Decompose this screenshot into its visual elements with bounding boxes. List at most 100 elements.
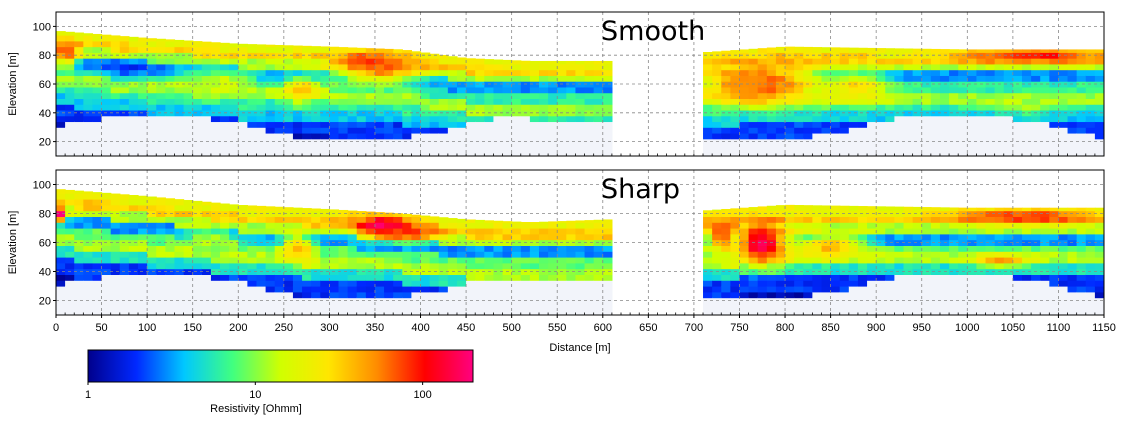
cell-1077 [566,239,577,246]
cell-1325 [785,286,795,293]
cell-1703 [967,297,978,304]
cell-773 [402,150,413,156]
cell-1352 [794,239,804,246]
cell-486 [265,251,276,258]
cell-1041 [548,251,558,258]
cell-830 [429,144,440,151]
cell-1933 [1067,150,1078,156]
cell-276 [165,204,176,212]
cell-1750 [985,245,996,252]
cell-1411 [821,228,832,235]
cell-1655 [930,109,941,117]
cell-1895 [1049,150,1060,156]
cell-1534 [885,286,895,293]
cell-565 [302,233,312,241]
cell-1286 [766,291,777,299]
cell-1296 [757,98,768,105]
cell-706 [365,98,376,105]
cell-1532 [867,52,877,59]
cell-1639 [921,92,932,99]
cell-1635 [930,251,941,258]
cell-1844 [1021,115,1032,123]
cell-156 [119,132,130,140]
cell-243 [156,115,166,123]
cell-1615 [921,257,932,264]
cell-1340 [775,63,786,71]
cell-2 [56,138,66,146]
cell-1431 [830,222,841,229]
cell-1849 [1021,86,1032,94]
cell-807 [420,222,431,229]
cell-336 [192,210,203,217]
cell-1324 [766,47,777,53]
cell-787 [411,233,422,241]
cell-407 [229,262,239,270]
cell-1097 [566,98,577,105]
cell-532 [283,86,294,94]
cell-1248 [730,50,741,53]
cell-1098 [566,92,577,99]
cell-1511 [876,309,886,315]
cell-1914 [1058,150,1069,156]
cell-1267 [739,49,750,53]
cell-296 [174,210,185,217]
cell-1999 [1094,98,1104,105]
cell-1196 [721,262,731,270]
cell-366 [210,121,221,128]
cell-1905 [1049,92,1060,99]
cell-309 [183,251,194,258]
cell-6 [56,115,66,123]
cell-517 [283,291,294,299]
cell-1693 [949,109,959,117]
cell-1752 [985,233,996,241]
cell-952 [493,150,504,156]
cell-800 [420,262,431,270]
cell-181 [128,268,139,275]
cell-1512 [857,58,868,65]
cell-1562 [894,233,905,241]
cell-1678 [949,222,959,229]
cell-1810 [1012,228,1023,235]
cell-941 [484,115,495,123]
cell-1468 [848,228,859,235]
cell-1893 [1040,52,1050,59]
cell-1220 [730,233,741,241]
cell-1177 [712,262,722,270]
cell-613 [329,286,340,293]
cell-1644 [921,63,932,71]
cell-1586 [903,206,914,212]
cell-817 [420,115,431,123]
cell-1792 [994,86,1005,94]
cell-1172 [602,60,613,65]
cell-1844 [1031,251,1041,258]
cell-1168 [703,210,713,212]
cell-1195 [712,132,722,140]
cell-871 [447,115,458,123]
cell-1881 [1049,257,1060,264]
cell-1790 [994,98,1005,105]
cell-585 [311,127,321,134]
cell-1731 [967,109,978,117]
cell-66 [83,150,94,156]
cell-584 [311,233,321,241]
cell-264 [165,115,176,123]
cell-1926 [1067,216,1078,223]
cell-1574 [894,138,905,146]
cell-1567 [894,206,905,212]
cell-716 [374,228,385,235]
cell-1740 [985,303,996,310]
cell-816 [420,121,431,128]
cell-283 [174,286,185,293]
cell-1048 [557,309,567,315]
cell-1624 [912,69,923,76]
cell-419 [229,46,239,53]
cell-1599 [903,104,914,111]
cell-1971 [1094,286,1104,293]
y-tick-label: 100 [33,180,51,192]
cell-1444 [839,257,850,264]
cell-1833 [1012,69,1023,76]
cell-164 [119,86,130,94]
cell-1014 [520,86,531,94]
cell-835 [438,262,449,270]
cell-1977 [1085,115,1096,123]
